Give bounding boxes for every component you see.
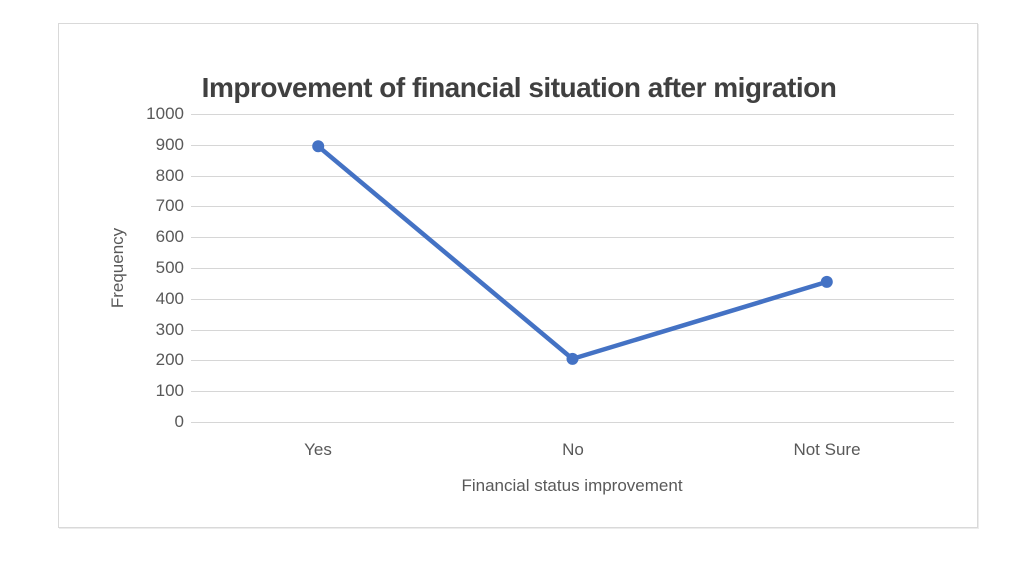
y-axis-tick-label: 200 <box>155 350 184 369</box>
y-axis-tick-label: 500 <box>155 258 184 277</box>
gridline <box>191 422 954 423</box>
gridline <box>191 176 954 177</box>
chart-title: Improvement of financial situation after… <box>201 72 837 103</box>
y-axis-tick-label: 600 <box>155 227 184 246</box>
x-axis-category-label: Yes <box>304 440 332 459</box>
gridline <box>191 145 954 146</box>
data-point-marker <box>820 275 833 288</box>
data-point-marker <box>566 352 579 365</box>
line-series <box>312 140 833 365</box>
gridline <box>191 114 954 115</box>
gridline <box>191 299 954 300</box>
gridline <box>191 268 954 269</box>
chart-container: Improvement of financial situation after… <box>58 23 978 528</box>
y-axis-tick-label: 400 <box>155 289 184 308</box>
y-axis-tick-label: 100 <box>155 381 184 400</box>
y-axis-tick-label: 1000 <box>146 104 184 123</box>
data-point-marker <box>312 140 325 153</box>
gridline <box>191 206 954 207</box>
x-axis-category-label: No <box>562 440 584 459</box>
series-line <box>315 144 830 362</box>
y-axis-tick-label: 300 <box>155 320 184 339</box>
x-axis-category-label: Not Sure <box>793 440 861 459</box>
y-axis-tick-label: 0 <box>174 412 184 431</box>
plot-area <box>191 114 954 423</box>
gridline <box>191 237 954 238</box>
x-axis-title: Financial status improvement <box>461 476 683 495</box>
y-axis-tick-label: 800 <box>155 166 184 185</box>
gridline <box>191 330 954 331</box>
y-axis-tick-label: 900 <box>155 135 184 154</box>
gridline <box>191 391 954 392</box>
y-axis-tick-label: 700 <box>155 196 184 215</box>
